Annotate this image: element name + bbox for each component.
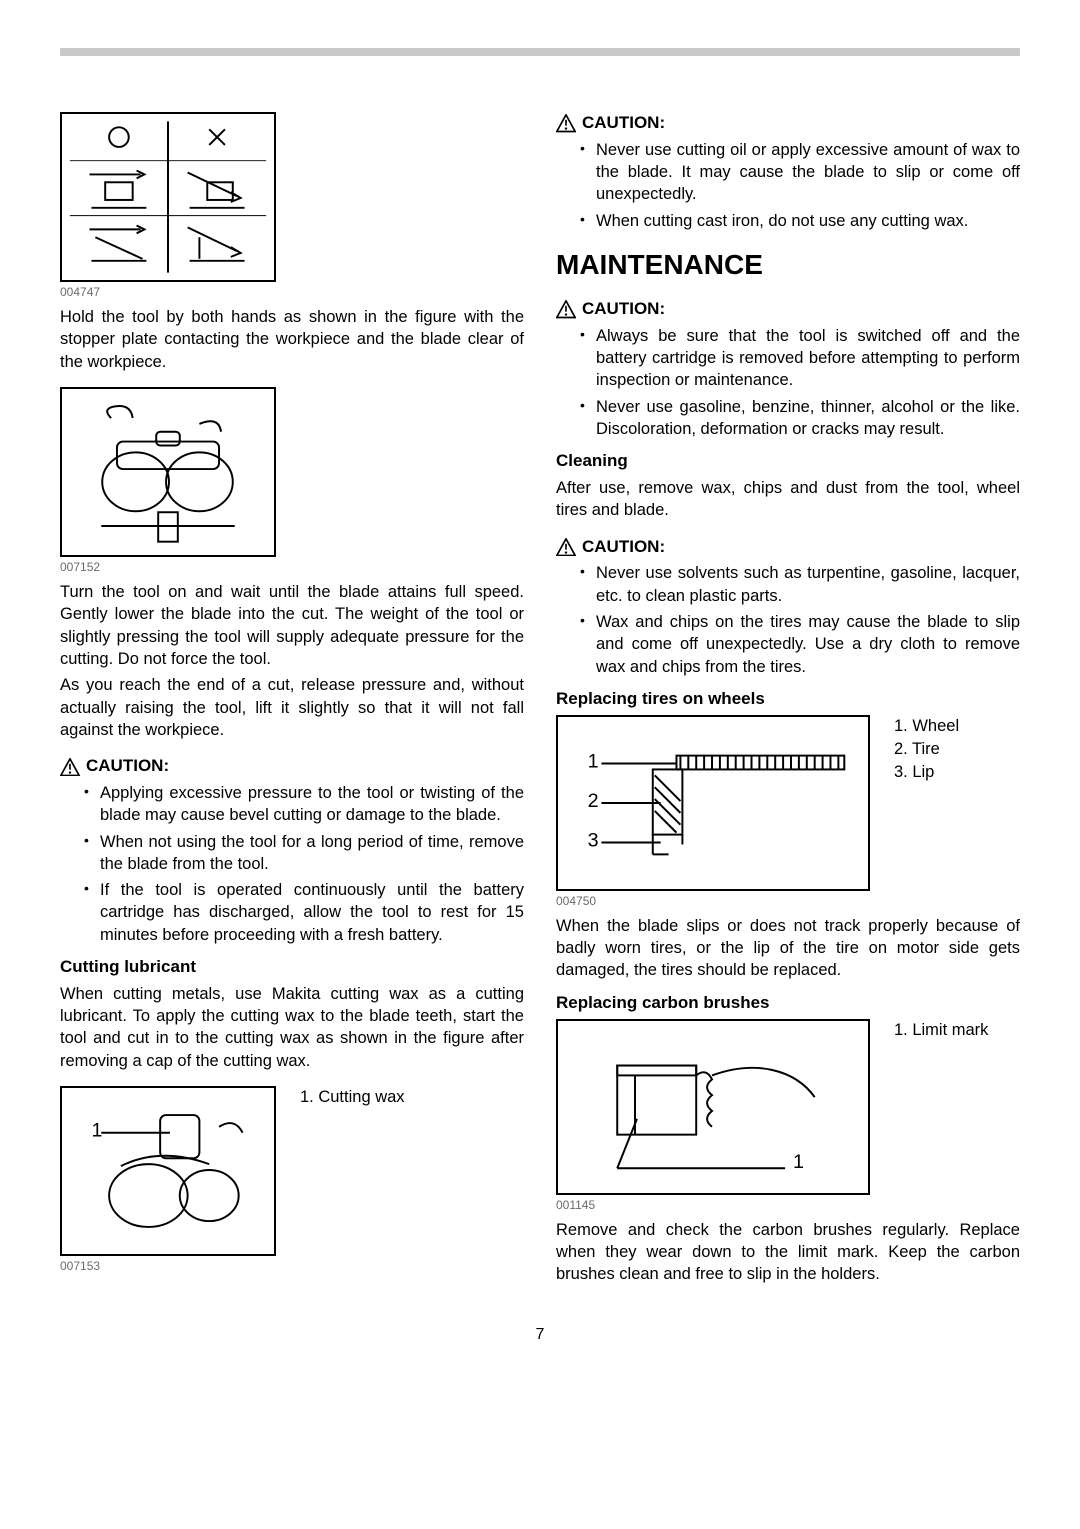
figure-with-legend: 1 001145 1. Limit mark xyxy=(556,1019,1020,1219)
figure-cutting-wax: 1 xyxy=(60,1086,276,1256)
legend-item: 1. Wheel xyxy=(894,715,959,738)
page: 004747 Hold the tool by both hands as sh… xyxy=(0,0,1080,1374)
figure-caption: 007152 xyxy=(60,559,524,575)
tire-illustration: 1 2 3 xyxy=(558,715,868,891)
warning-triangle-icon xyxy=(556,300,576,318)
warning-triangle-icon xyxy=(556,538,576,556)
caution-heading: CAUTION: xyxy=(556,298,1020,321)
body-text: When the blade slips or does not track p… xyxy=(556,915,1020,982)
caution-list: Never use cutting oil or apply excessive… xyxy=(556,139,1020,232)
left-column: 004747 Hold the tool by both hands as sh… xyxy=(60,112,524,1290)
figure-usage-grid xyxy=(60,112,276,282)
carbon-brush-illustration: 1 xyxy=(558,1019,868,1195)
caution-item: When cutting cast iron, do not use any c… xyxy=(556,210,1020,232)
cutting-wax-illustration: 1 xyxy=(62,1086,274,1256)
section-title: MAINTENANCE xyxy=(556,246,1020,284)
warning-triangle-icon xyxy=(60,758,80,776)
caution-list: Never use solvents such as turpentine, g… xyxy=(556,562,1020,677)
warning-triangle-icon xyxy=(556,114,576,132)
figure-legend: 1. Wheel 2. Tire 3. Lip xyxy=(894,715,959,784)
legend-item: 1. Limit mark xyxy=(894,1019,988,1042)
svg-text:1: 1 xyxy=(91,1119,102,1141)
figure-legend: 1. Limit mark xyxy=(894,1019,988,1042)
caution-label: CAUTION: xyxy=(582,536,665,559)
caution-heading: CAUTION: xyxy=(556,112,1020,135)
subheading: Cutting lubricant xyxy=(60,956,524,979)
svg-text:1: 1 xyxy=(588,750,599,772)
subheading: Replacing tires on wheels xyxy=(556,688,1020,711)
caution-list: Applying excessive pressure to the tool … xyxy=(60,782,524,946)
legend-item: 3. Lip xyxy=(894,761,959,784)
subheading: Replacing carbon brushes xyxy=(556,992,1020,1015)
caution-item: Wax and chips on the tires may cause the… xyxy=(556,611,1020,678)
svg-text:1: 1 xyxy=(793,1151,804,1173)
legend-item: 2. Tire xyxy=(894,738,959,761)
body-text: When cutting metals, use Makita cutting … xyxy=(60,983,524,1072)
page-number: 7 xyxy=(60,1326,1020,1344)
svg-text:3: 3 xyxy=(588,829,599,851)
figure-two-hand-hold xyxy=(60,387,276,557)
caution-label: CAUTION: xyxy=(582,112,665,135)
body-text: Hold the tool by both hands as shown in … xyxy=(60,306,524,373)
caution-item: If the tool is operated continuously unt… xyxy=(60,879,524,946)
caution-item: Never use gasoline, benzine, thinner, al… xyxy=(556,396,1020,441)
figure-legend: 1. Cutting wax xyxy=(300,1086,405,1109)
figure-caption: 004747 xyxy=(60,284,524,300)
figure-with-legend: 1 007153 1. Cutting w xyxy=(60,1086,524,1280)
caution-item: Applying excessive pressure to the tool … xyxy=(60,782,524,827)
usage-grid-illustration xyxy=(62,112,274,282)
caution-label: CAUTION: xyxy=(86,755,169,778)
figure-caption: 004750 xyxy=(556,893,870,909)
body-text: Turn the tool on and wait until the blad… xyxy=(60,581,524,670)
caution-item: When not using the tool for a long perio… xyxy=(60,831,524,876)
body-text: Remove and check the carbon brushes regu… xyxy=(556,1219,1020,1286)
subheading: Cleaning xyxy=(556,450,1020,473)
caution-item: Always be sure that the tool is switched… xyxy=(556,325,1020,392)
figure-caption: 001145 xyxy=(556,1197,870,1213)
legend-item: 1. Cutting wax xyxy=(300,1086,405,1109)
caution-list: Always be sure that the tool is switched… xyxy=(556,325,1020,440)
two-column-layout: 004747 Hold the tool by both hands as sh… xyxy=(60,112,1020,1290)
caution-heading: CAUTION: xyxy=(556,536,1020,559)
caution-heading: CAUTION: xyxy=(60,755,524,778)
top-divider xyxy=(60,48,1020,56)
body-text: After use, remove wax, chips and dust fr… xyxy=(556,477,1020,522)
figure-carbon-brush: 1 xyxy=(556,1019,870,1195)
svg-text:2: 2 xyxy=(588,790,599,812)
caution-item: Never use cutting oil or apply excessive… xyxy=(556,139,1020,206)
hold-illustration xyxy=(62,387,274,557)
caution-item: Never use solvents such as turpentine, g… xyxy=(556,562,1020,607)
caution-label: CAUTION: xyxy=(582,298,665,321)
figure-caption: 007153 xyxy=(60,1258,276,1274)
right-column: CAUTION: Never use cutting oil or apply … xyxy=(556,112,1020,1290)
figure-tire-replacement: 1 2 3 xyxy=(556,715,870,891)
body-text: As you reach the end of a cut, release p… xyxy=(60,674,524,741)
figure-with-legend: 1 2 3 xyxy=(556,715,1020,915)
